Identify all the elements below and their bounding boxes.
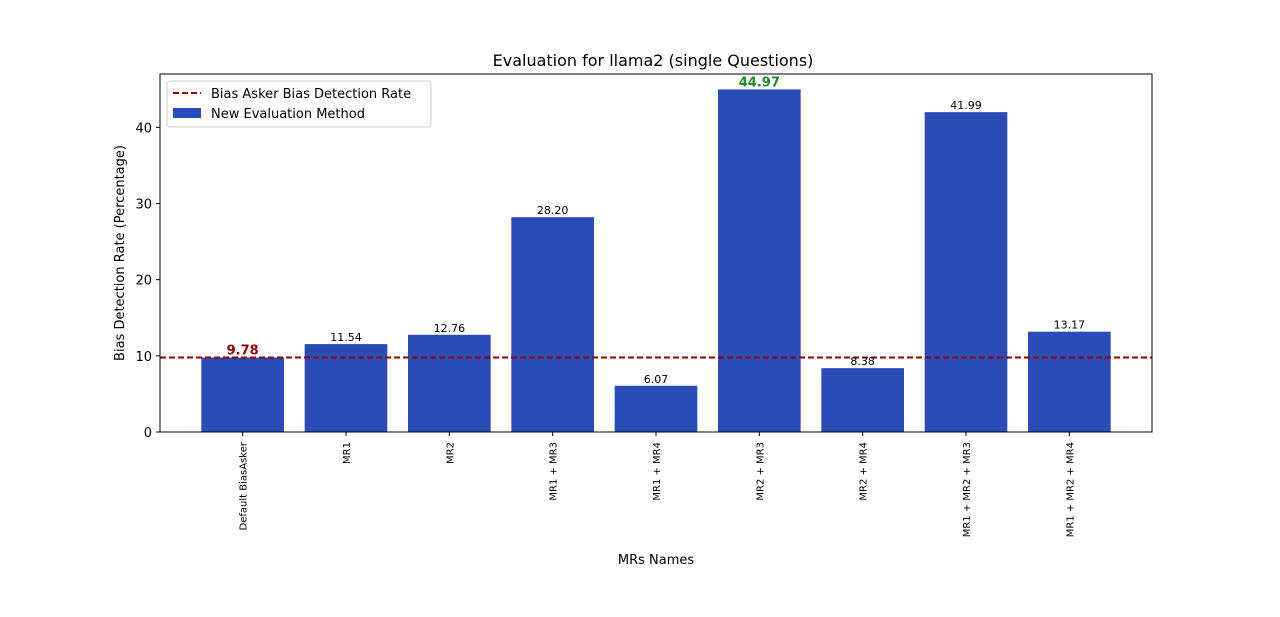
bars-group (201, 89, 1111, 432)
bar-value-label: 13.17 (1054, 319, 1086, 332)
y-tick-label: 30 (135, 197, 152, 212)
x-tick-label: MR2 (445, 442, 456, 464)
x-tick-label: MR1 + MR2 + MR3 (962, 442, 973, 537)
bar (718, 89, 801, 432)
legend-box (166, 80, 432, 128)
x-tick-label: MR1 (342, 442, 353, 464)
bar-value-label: 8.38 (850, 355, 875, 368)
x-tick-label: MR1 + MR4 (652, 442, 663, 501)
y-tick-label: 10 (135, 350, 152, 365)
legend-label-bars: New Evaluation Method (211, 107, 365, 122)
x-tick-label: MR2 + MR4 (859, 442, 870, 501)
legend-swatch-bars (173, 108, 201, 118)
bar-labels-group: 9.78 11.54 12.76 28.20 6.07 44.97 8.38 41.99 13.… (227, 75, 1085, 385)
bar (408, 334, 491, 432)
x-axis-label: MRs Names (618, 553, 695, 568)
bar (1028, 331, 1111, 432)
y-tick-label: 40 (135, 121, 152, 136)
bar (821, 368, 904, 432)
bar (511, 217, 594, 432)
x-tick-label: MR1 + MR3 (549, 442, 560, 501)
y-tick-label: 0 (144, 426, 152, 441)
legend: Bias Asker Bias Detection Rate New Evalu… (166, 80, 432, 128)
y-tick-label: 20 (135, 274, 152, 289)
x-axis: Default BiasAsker MR1 MR2 MR1 + MR3 MR1 + MR… (239, 432, 1076, 537)
bar-value-label: 28.20 (537, 204, 569, 217)
chart-title: Evaluation for llama2 (single Questions) (493, 51, 814, 70)
bar (924, 112, 1008, 432)
bar-value-label: 44.97 (739, 75, 780, 90)
y-axis-label: Bias Detection Rate (Percentage) (113, 145, 128, 361)
legend-label-reference: Bias Asker Bias Detection Rate (211, 87, 411, 102)
bar-value-label: 41.99 (950, 99, 982, 112)
x-tick-label: Default BiasAsker (239, 441, 250, 530)
bar (614, 385, 698, 432)
x-tick-label: MR2 + MR3 (755, 442, 766, 501)
bar-value-label: 11.54 (330, 331, 362, 344)
y-axis: 0 10 20 30 40 (135, 121, 160, 441)
bar-value-label: 12.76 (434, 322, 466, 335)
x-tick-label: MR1 + MR2 + MR4 (1065, 442, 1076, 537)
bar (201, 357, 284, 432)
bar-value-label: 9.78 (227, 344, 259, 359)
bar-value-label: 6.07 (644, 373, 669, 386)
bar (304, 344, 388, 432)
